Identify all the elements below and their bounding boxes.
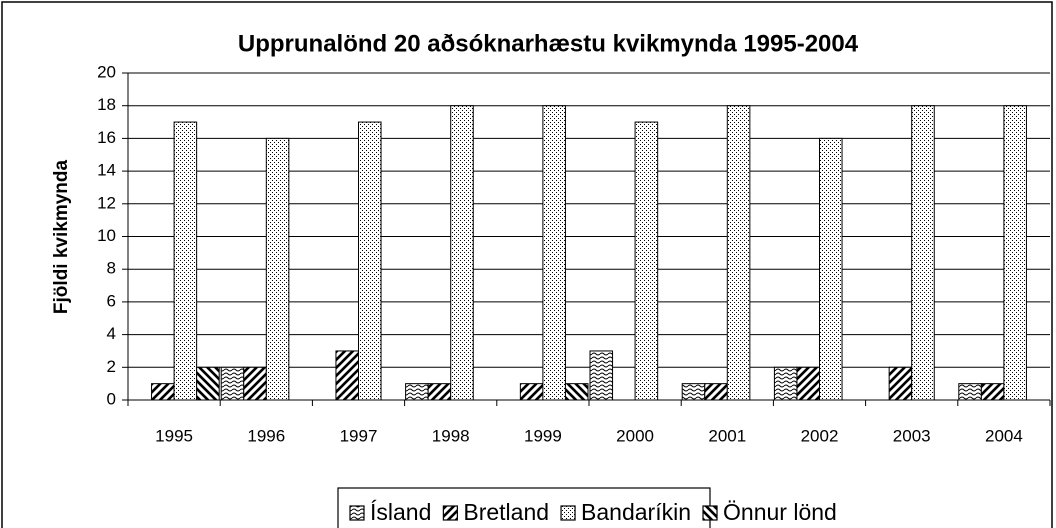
y-tick-label: 14 (97, 161, 116, 180)
legend-swatch (442, 505, 458, 521)
bar (704, 383, 728, 401)
legend-label: Ísland (370, 499, 431, 525)
bar (681, 383, 706, 401)
bar (726, 105, 751, 401)
bar (564, 383, 589, 401)
y-tick-label: 0 (107, 389, 116, 408)
legend-box (337, 487, 711, 528)
bar (911, 105, 935, 401)
x-tick-label: 2003 (893, 426, 931, 445)
x-tick-label: 2001 (708, 426, 746, 445)
bar (980, 383, 1005, 401)
x-tick-label: 1997 (340, 426, 378, 445)
bar (243, 366, 267, 401)
bar (335, 350, 360, 401)
bar (796, 366, 821, 401)
y-tick-label: 16 (97, 128, 116, 147)
legend-label: Önnur lönd (723, 499, 837, 525)
y-tick-label: 20 (97, 62, 116, 81)
legend-swatch (349, 505, 365, 521)
bar (519, 383, 544, 401)
y-tick-label: 4 (107, 324, 116, 343)
y-tick-label: 8 (107, 259, 116, 278)
bar (265, 137, 290, 401)
x-tick-label: 1998 (432, 426, 470, 445)
bar (542, 105, 566, 401)
y-tick-label: 18 (97, 95, 116, 114)
bar (151, 383, 175, 401)
chart-title: Upprunalönd 20 aðsóknarhæstu kvikmynda 1… (238, 30, 859, 57)
bar (773, 366, 798, 401)
y-tick-label: 12 (97, 193, 116, 212)
bar (819, 137, 843, 401)
bar (958, 383, 982, 401)
x-tick-label: 2000 (616, 426, 654, 445)
x-tick-label: 2002 (801, 426, 839, 445)
bar (427, 383, 452, 401)
x-tick-label: 1995 (155, 426, 193, 445)
bar (196, 366, 220, 401)
bar (634, 121, 659, 401)
bar (405, 383, 429, 401)
x-tick-label: 2004 (985, 426, 1023, 445)
bar (220, 366, 245, 401)
bar (173, 121, 198, 401)
x-tick-label: 1996 (247, 426, 285, 445)
y-axis-label: Fjöldi kvikmynda (51, 159, 72, 314)
bar (1003, 105, 1027, 401)
legend-swatch (560, 505, 576, 521)
y-tick-label: 6 (107, 291, 116, 310)
legend-label: Bretland (463, 499, 549, 525)
bar (888, 366, 913, 401)
y-tick-label: 10 (97, 226, 116, 245)
bar (358, 121, 382, 401)
legend: Ísland Bretland Bandaríkin Önnur lönd (337, 487, 837, 528)
bar (450, 105, 474, 401)
y-tick-label: 2 (107, 357, 116, 376)
x-tick-label: 1999 (524, 426, 562, 445)
legend-swatch (702, 505, 718, 521)
legend-label: Bandaríkin (581, 499, 691, 525)
bar (589, 350, 614, 401)
